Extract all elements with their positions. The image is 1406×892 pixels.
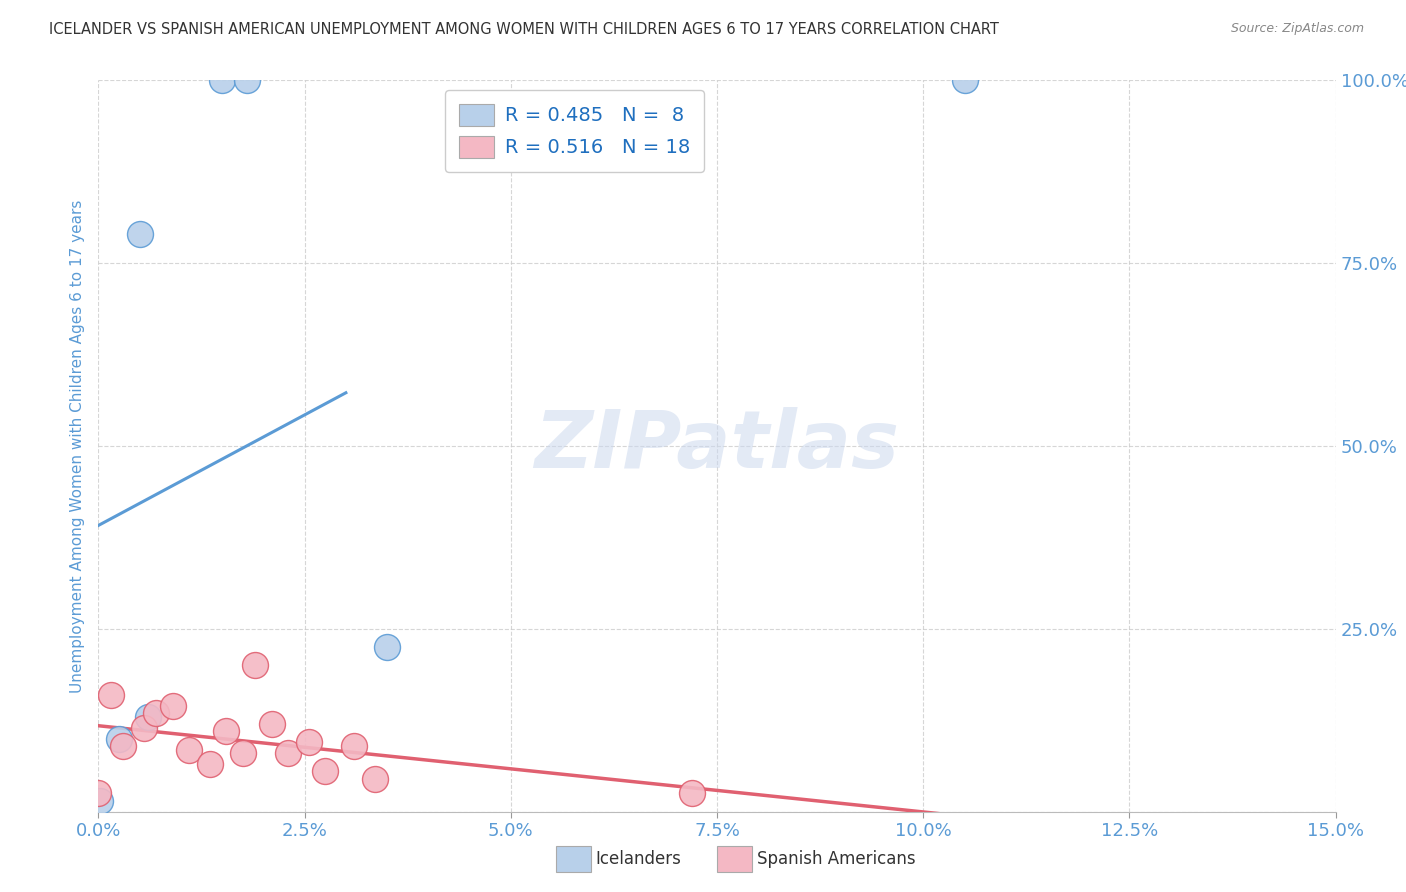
Text: ZIPatlas: ZIPatlas xyxy=(534,407,900,485)
Point xyxy=(211,73,233,87)
Text: Spanish Americans: Spanish Americans xyxy=(756,850,915,868)
Point xyxy=(260,717,283,731)
Point xyxy=(179,742,201,756)
Point xyxy=(108,731,131,746)
Legend: R = 0.485   N =  8, R = 0.516   N = 18: R = 0.485 N = 8, R = 0.516 N = 18 xyxy=(446,90,704,172)
Point xyxy=(145,706,167,720)
Bar xyxy=(717,847,752,872)
Point xyxy=(236,73,259,87)
Point xyxy=(343,739,366,753)
Point xyxy=(953,73,976,87)
Point xyxy=(364,772,387,786)
Point xyxy=(375,640,398,655)
Text: ICELANDER VS SPANISH AMERICAN UNEMPLOYMENT AMONG WOMEN WITH CHILDREN AGES 6 TO 1: ICELANDER VS SPANISH AMERICAN UNEMPLOYME… xyxy=(49,22,1000,37)
Point xyxy=(112,739,135,753)
Text: Icelanders: Icelanders xyxy=(596,850,682,868)
Point xyxy=(277,746,299,760)
Point xyxy=(198,757,221,772)
Point xyxy=(136,709,159,723)
Point xyxy=(314,764,336,779)
Point xyxy=(243,658,266,673)
Bar xyxy=(557,847,591,872)
Point xyxy=(87,787,110,801)
Point xyxy=(132,721,155,735)
Point xyxy=(162,698,184,713)
Point xyxy=(128,227,150,241)
Point xyxy=(681,787,703,801)
Point xyxy=(100,688,122,702)
Y-axis label: Unemployment Among Women with Children Ages 6 to 17 years: Unemployment Among Women with Children A… xyxy=(69,199,84,693)
Point xyxy=(89,794,111,808)
Point xyxy=(298,735,321,749)
Point xyxy=(232,746,254,760)
Point xyxy=(215,724,238,739)
Text: Source: ZipAtlas.com: Source: ZipAtlas.com xyxy=(1230,22,1364,36)
